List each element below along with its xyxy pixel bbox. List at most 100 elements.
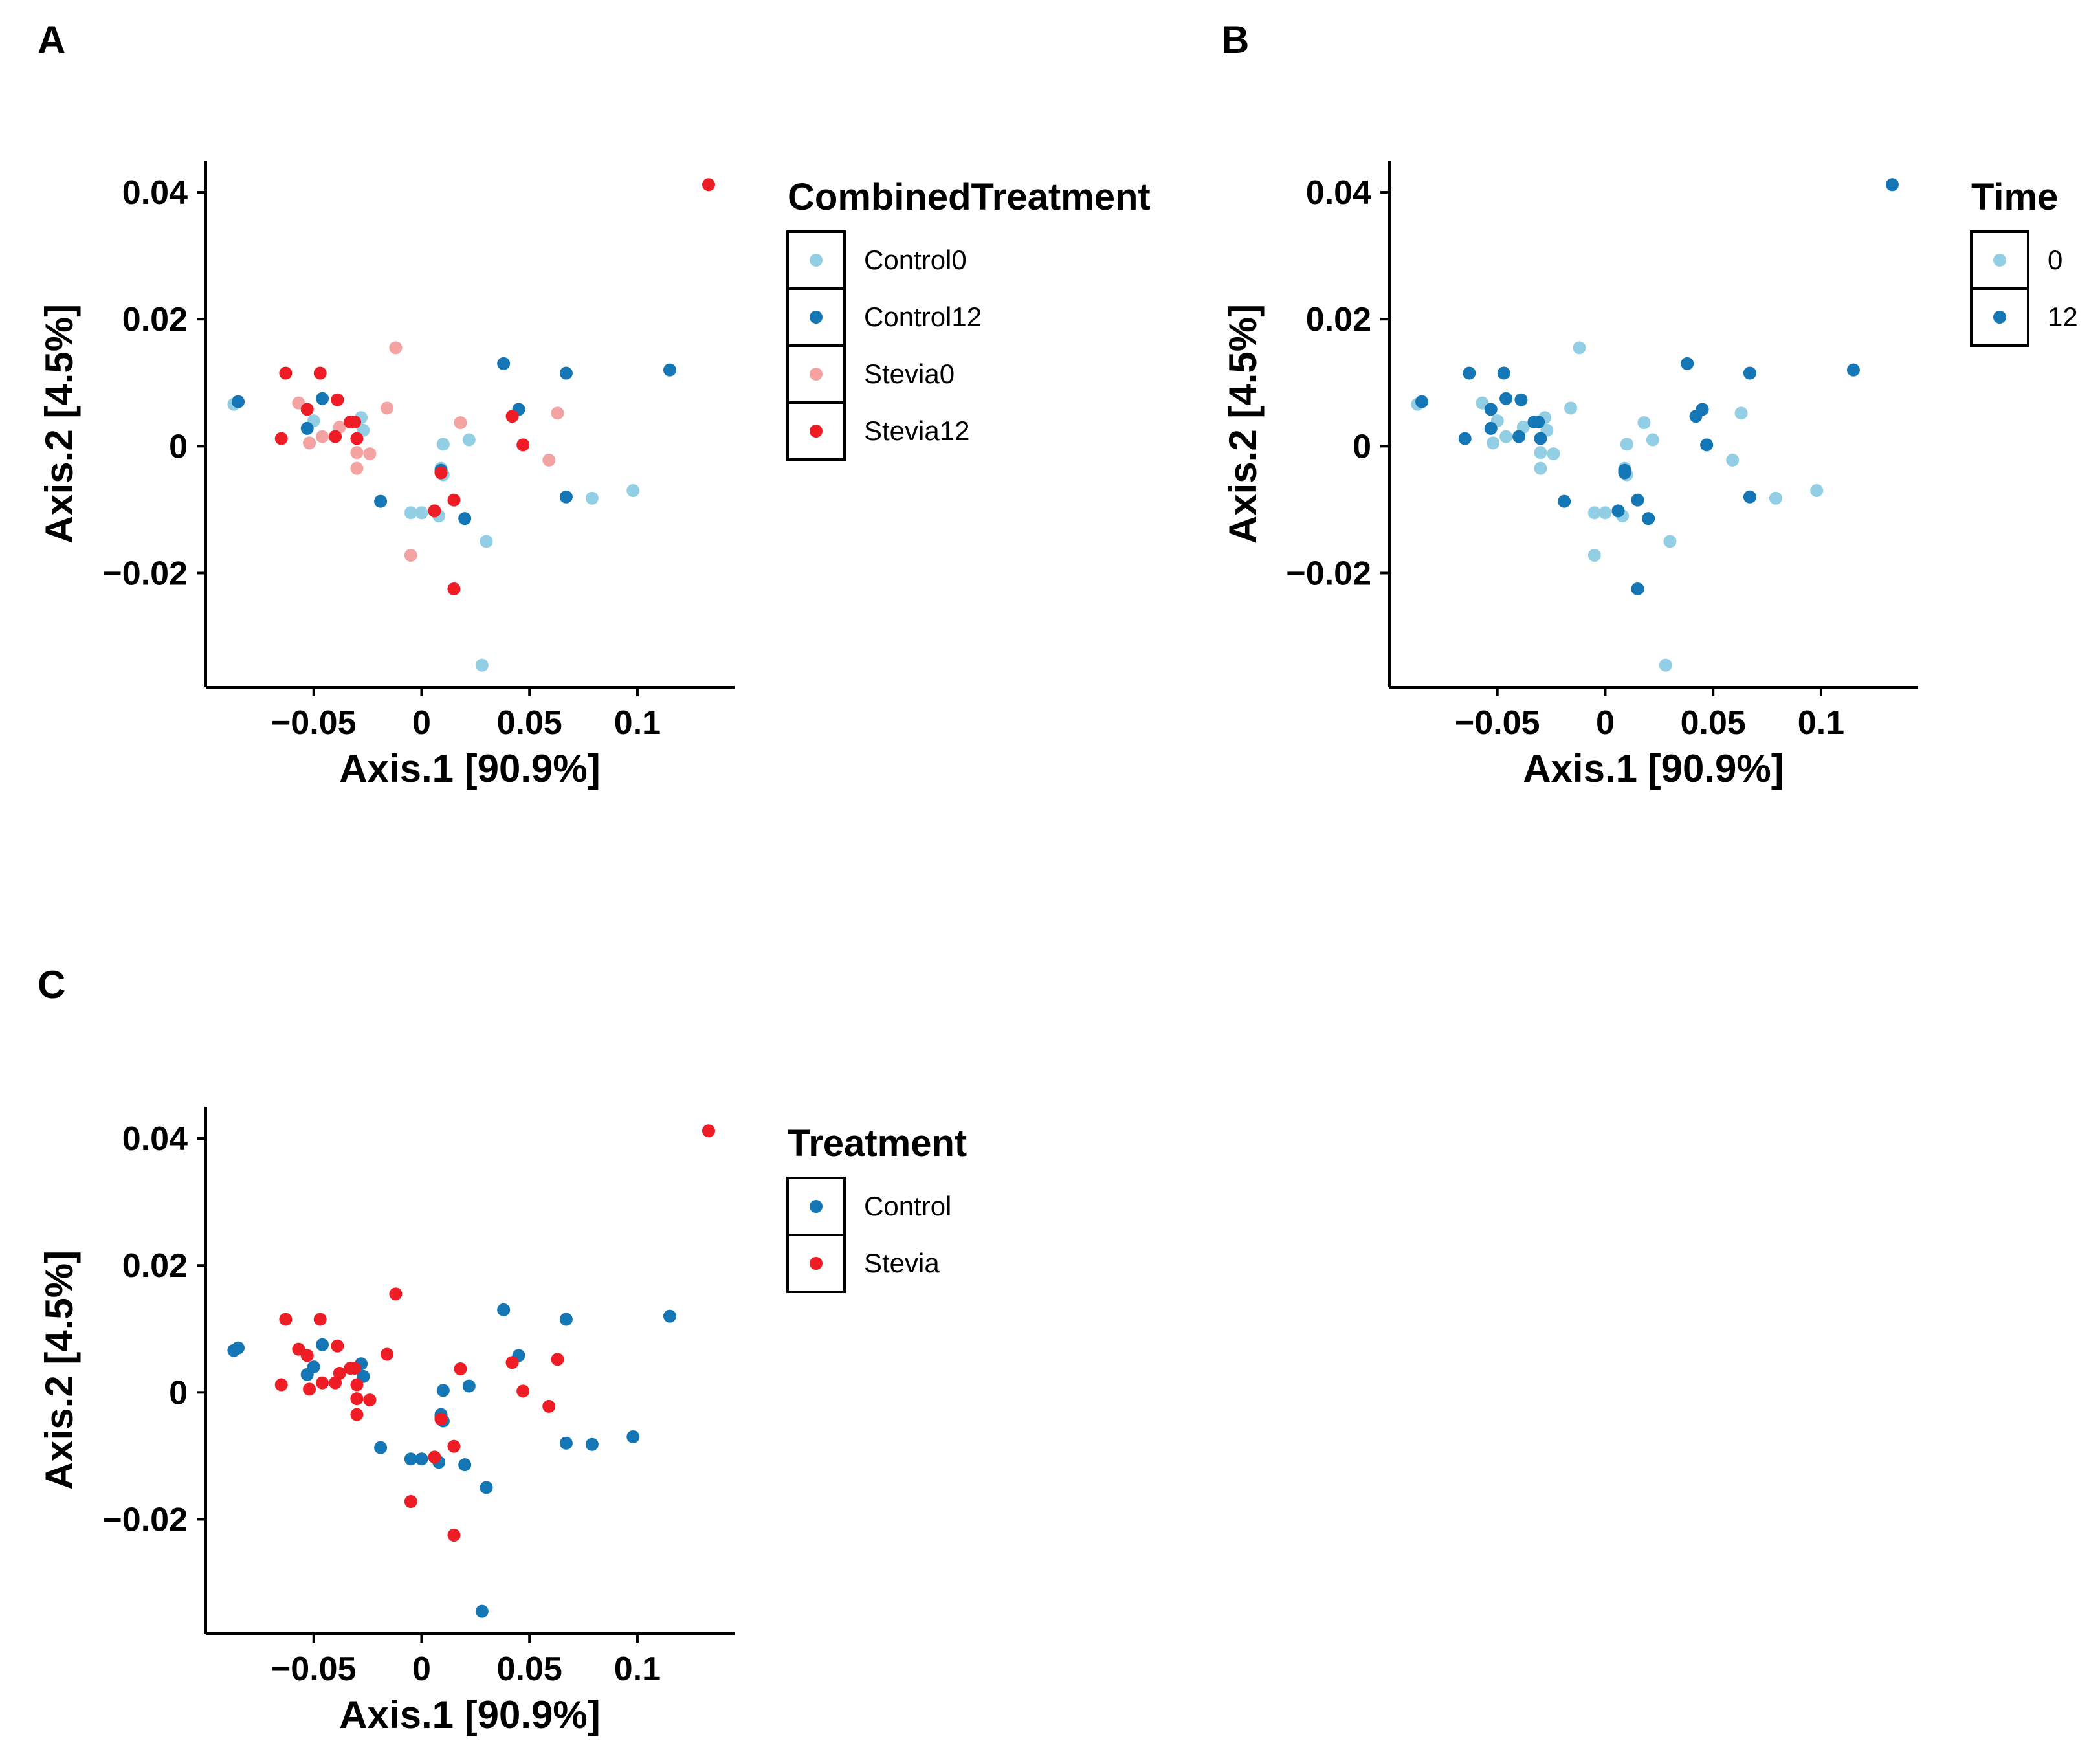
y-tick-label: 0	[169, 1374, 188, 1412]
y-tick-label: 0.04	[122, 1120, 188, 1158]
data-point-control0	[415, 506, 428, 520]
legend-swatch-control12	[810, 311, 823, 324]
x-tick-label: 0.05	[1681, 704, 1746, 742]
data-point-control	[404, 1452, 417, 1466]
data-point-stevia12	[505, 410, 519, 423]
x-tick-label: −0.05	[271, 1650, 357, 1688]
data-point-stevia	[313, 1313, 327, 1326]
data-point-12	[1534, 432, 1547, 445]
data-point-stevia	[279, 1313, 293, 1326]
data-point-control	[436, 1384, 450, 1397]
y-axis-title: Axis.2 [4.5%]	[38, 304, 81, 544]
data-point-control	[626, 1430, 640, 1443]
data-point-stevia12	[348, 416, 362, 429]
plot-area	[227, 178, 715, 672]
data-point-stevia	[350, 1408, 364, 1421]
y-tick-label: 0.02	[122, 301, 188, 338]
legend-swatch-stevia	[810, 1257, 823, 1270]
x-tick-label: 0.1	[1798, 704, 1844, 742]
data-point-stevia12	[447, 493, 461, 507]
data-point-12	[1463, 366, 1476, 380]
data-point-stevia	[363, 1393, 377, 1407]
data-point-stevia0	[551, 406, 564, 420]
data-point-stevia0	[381, 401, 394, 415]
data-point-stevia	[329, 1376, 342, 1390]
data-point-stevia12	[331, 393, 344, 406]
legend-label-control0: Control0	[864, 245, 967, 275]
data-point-0	[1598, 506, 1612, 520]
legend-label-12: 12	[2048, 302, 2078, 332]
data-point-0	[1659, 658, 1672, 672]
data-point-control12	[559, 366, 573, 380]
x-tick-label: 0.05	[497, 1650, 562, 1688]
data-point-stevia	[300, 1349, 314, 1362]
data-point-stevia	[447, 1528, 461, 1542]
data-point-control0	[626, 483, 640, 497]
data-point-0	[1573, 341, 1586, 355]
y-tick-label: 0.02	[122, 1247, 188, 1285]
legend-title: CombinedTreatment	[788, 176, 1151, 218]
data-point-12	[1743, 490, 1756, 504]
data-point-stevia12	[702, 178, 715, 192]
data-point-12	[1618, 466, 1631, 480]
plot-area	[227, 1124, 715, 1618]
data-point-stevia12	[300, 403, 314, 416]
legend-swatch-control0	[810, 254, 823, 267]
x-tick-label: 0.1	[614, 704, 661, 742]
x-axis-title: Axis.1 [90.9%]	[1523, 747, 1784, 790]
data-point-stevia12	[428, 504, 441, 518]
data-point-control12	[316, 392, 329, 405]
data-point-control	[232, 1341, 245, 1355]
panel-b: B −0.05 0 0.05 0.1 −0.02 0 0.02 0.04 Axis.1 [90…	[1221, 18, 2078, 790]
legend-label-stevia12: Stevia12	[864, 416, 969, 446]
data-point-control0	[462, 433, 476, 447]
data-point-stevia12	[313, 366, 327, 380]
data-point-12	[1846, 363, 1860, 377]
data-point-control	[475, 1604, 489, 1618]
data-point-stevia12	[516, 438, 530, 452]
data-point-stevia	[505, 1356, 519, 1369]
data-point-12	[1631, 493, 1644, 507]
legend-label-stevia: Stevia	[864, 1248, 940, 1278]
data-point-stevia0	[316, 430, 329, 443]
data-point-control	[462, 1379, 476, 1393]
data-point-control12	[663, 363, 676, 377]
data-point-0	[1499, 430, 1513, 443]
data-point-stevia	[303, 1382, 316, 1396]
tick-layer: −0.05 0 0.05 0.1 −0.02 0 0.02 0.04	[102, 1120, 661, 1688]
x-axis-title: Axis.1 [90.9%]	[339, 747, 601, 790]
data-point-12	[1512, 430, 1526, 443]
y-tick-label: −0.02	[102, 1501, 188, 1538]
y-tick-label: −0.02	[102, 555, 188, 592]
data-point-stevia0	[404, 549, 417, 562]
x-axis-title: Axis.1 [90.9%]	[339, 1693, 601, 1736]
data-point-stevia	[350, 1392, 364, 1406]
data-point-control12	[232, 395, 245, 408]
data-point-control	[497, 1303, 511, 1316]
data-point-stevia0	[363, 447, 377, 461]
data-point-control0	[480, 535, 493, 548]
y-tick-label: 0.04	[1306, 174, 1371, 212]
data-point-control12	[300, 421, 314, 435]
data-point-control12	[497, 357, 511, 370]
x-tick-label: 0	[412, 1650, 431, 1688]
data-point-12	[1532, 416, 1545, 429]
panel-label: B	[1221, 18, 1249, 61]
legend-items: 0 12	[1970, 230, 2078, 347]
data-point-stevia12	[350, 432, 364, 445]
legend-label-control12: Control12	[864, 302, 982, 332]
data-point-0	[1810, 483, 1824, 497]
data-point-stevia0	[350, 446, 364, 460]
data-point-12	[1743, 366, 1756, 380]
data-point-stevia	[447, 1439, 461, 1453]
data-point-stevia	[434, 1412, 448, 1426]
panel-label: A	[38, 18, 65, 61]
data-point-stevia	[551, 1353, 564, 1366]
data-point-stevia12	[274, 432, 288, 445]
data-point-control	[374, 1441, 388, 1454]
data-point-control12	[458, 512, 472, 526]
data-point-0	[1726, 453, 1740, 467]
data-point-0	[1534, 461, 1547, 475]
data-point-12	[1484, 421, 1498, 435]
data-point-stevia12	[329, 430, 342, 443]
